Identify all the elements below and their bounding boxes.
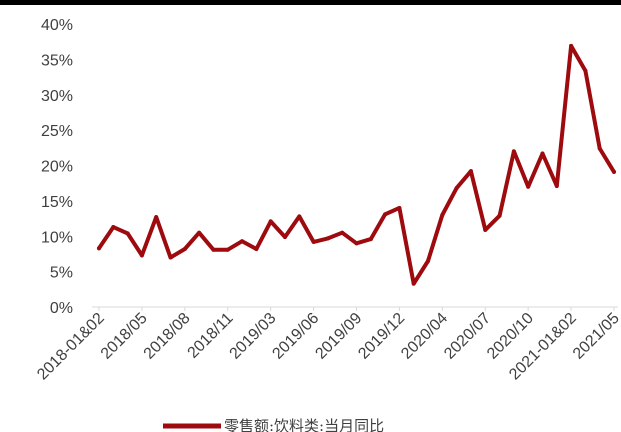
data-point — [211, 247, 216, 252]
y-tick-label: 25% — [41, 123, 73, 140]
data-point — [540, 151, 545, 156]
data-point — [497, 213, 502, 218]
data-point — [282, 234, 287, 239]
data-point — [297, 214, 302, 219]
data-point — [354, 241, 359, 246]
data-point — [340, 230, 345, 235]
data-point — [225, 247, 230, 252]
legend: 零售额:饮料类:当月同比 — [163, 417, 384, 432]
data-point — [554, 184, 559, 189]
x-tick-label: 2020/07 — [441, 310, 494, 363]
data-point — [125, 231, 130, 236]
y-tick-label: 30% — [41, 88, 73, 105]
data-point — [182, 246, 187, 251]
y-tick-label: 35% — [41, 52, 73, 69]
data-point — [311, 239, 316, 244]
data-point — [168, 255, 173, 260]
data-point — [254, 246, 259, 251]
data-point — [368, 237, 373, 242]
x-tick-label: 2018/05 — [98, 310, 151, 363]
y-tick-label: 20% — [41, 159, 73, 176]
data-point — [97, 246, 101, 251]
series-layer — [97, 43, 616, 286]
y-tick-label: 5% — [50, 265, 73, 282]
x-tick-label: 2019/09 — [312, 310, 365, 363]
data-point — [454, 186, 459, 191]
data-point — [268, 219, 273, 224]
y-tick-label: 10% — [41, 229, 73, 246]
x-tick-label: 2018/08 — [141, 310, 194, 363]
data-point — [325, 236, 330, 241]
data-point — [569, 43, 574, 48]
y-tick-label: 15% — [41, 194, 73, 211]
data-point — [397, 205, 402, 210]
data-point — [612, 169, 616, 174]
data-point — [426, 259, 431, 264]
data-point — [583, 68, 588, 73]
data-point — [383, 212, 388, 217]
data-point — [154, 215, 159, 220]
x-tick-label: 2019/06 — [269, 310, 322, 363]
data-point — [597, 146, 602, 151]
axes: 0%5%10%15%20%25%30%35%40%2018-01&022018/… — [34, 17, 621, 383]
x-tick-label: 2018-01&02 — [34, 310, 108, 384]
y-tick-label: 0% — [50, 300, 73, 317]
y-tick-label: 40% — [41, 17, 73, 34]
data-point — [111, 225, 116, 230]
legend-label: 零售额:饮料类:当月同比 — [224, 417, 384, 432]
data-point — [526, 184, 531, 189]
x-tick-label: 2019/03 — [227, 310, 280, 363]
x-tick-label: 2021/05 — [570, 310, 621, 363]
data-point — [440, 213, 445, 218]
x-tick-label: 2019/12 — [355, 310, 408, 363]
data-point — [468, 169, 473, 174]
data-point — [411, 281, 416, 286]
data-point — [483, 227, 488, 232]
x-tick-label: 2020/04 — [398, 310, 451, 363]
data-point — [511, 149, 516, 154]
data-point — [240, 239, 245, 244]
top-border-rule — [0, 0, 621, 5]
series-line — [97, 43, 616, 286]
data-point — [197, 230, 202, 235]
data-point — [139, 253, 144, 258]
